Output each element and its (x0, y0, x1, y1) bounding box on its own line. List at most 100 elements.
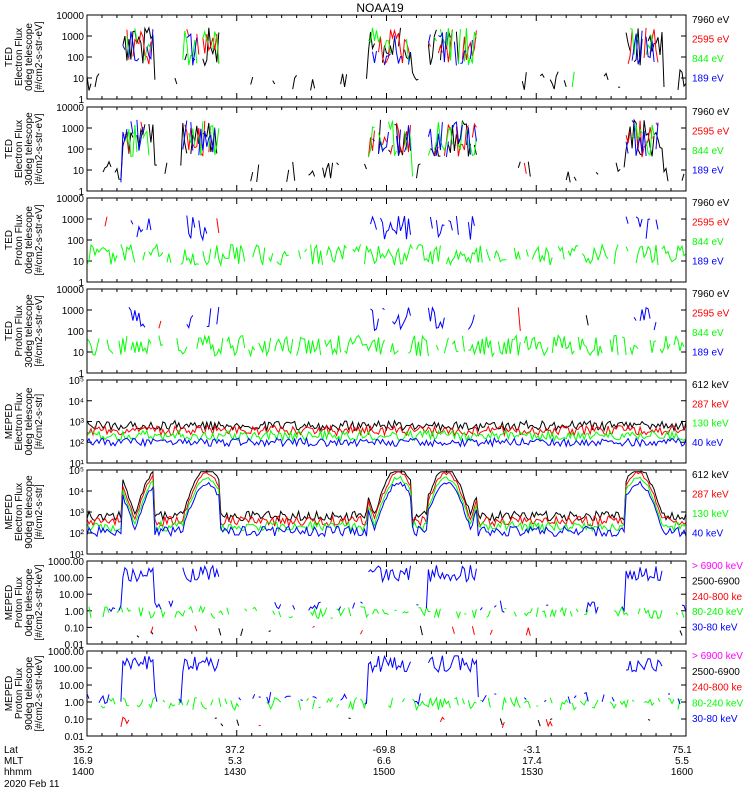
y-axis-label-line: Proton Flux (14, 305, 25, 356)
y-tick-label: 10³ (70, 508, 85, 519)
footer-label-hhmm: hhmm (4, 767, 32, 778)
y-axis-label-line: MEPED (4, 585, 15, 621)
legend-entry: > 6900 keV (692, 561, 743, 572)
y-axis-label: TEDProton Flux30deg telescope[#/cm2-s-st… (4, 294, 45, 368)
trace-30-80-kev (108, 564, 686, 615)
legend-entry: 30-80 keV (692, 623, 738, 634)
y-tick-label: 10⁵ (69, 466, 84, 477)
trace-80-240-kev (100, 695, 683, 712)
panel-4: 10000 1000 100 10 1 TEDProton Flux30deg teles… (4, 285, 730, 380)
trace-2595-ev (105, 216, 564, 233)
y-axis-label-line: TED (4, 321, 15, 341)
y-tick-label: 1000 (62, 306, 85, 317)
legend-entry: 7960 eV (692, 15, 730, 26)
trace-240-800-ke (151, 626, 674, 636)
legend-entry: 844 eV (692, 328, 724, 339)
y-tick-label: 10.00 (59, 681, 84, 692)
footer-label-mlt: MLT (4, 756, 23, 767)
legend-entry: 40 keV (692, 529, 723, 540)
trace-group (102, 118, 686, 183)
trace-40-kev (87, 480, 686, 538)
y-tick-label: 10⁴ (69, 487, 84, 498)
legend-entry: > 6900 keV (692, 651, 743, 662)
y-tick-label: 100 (67, 53, 84, 64)
legend-entry: 240-800 ke (692, 592, 742, 603)
footer-mlt-value: 17.4 (522, 756, 542, 767)
y-axis-label-line: [#/cm2-s-str-keV] (34, 564, 45, 640)
y-axis-label-line: MEPED (4, 404, 15, 440)
panel-frame (86, 197, 687, 283)
trace-40-kev (87, 436, 686, 448)
y-tick-label: 10 (73, 74, 85, 85)
y-tick-label: 10¹ (70, 459, 85, 470)
panel-3: 10000 1000 100 10 1 TEDProton Flux0deg telesc… (4, 194, 730, 289)
y-tick-label: 0.01 (65, 640, 85, 651)
trace-130-kev (87, 475, 686, 533)
footer-hhmm-value: 1530 (521, 767, 544, 778)
legend-entry: 80-240 keV (692, 607, 743, 618)
y-tick-label: 1000 (62, 215, 85, 226)
legend-entry: 287 keV (692, 399, 729, 410)
legend-entry: 130 keV (692, 509, 729, 520)
legend-entry: 189 eV (692, 348, 724, 359)
trace-80-240-kev (88, 605, 685, 620)
trace-130-kev (87, 429, 686, 443)
y-tick-label: 10² (70, 438, 85, 449)
y-tick-label: 10000 (56, 103, 84, 114)
y-axis-label-line: 30deg telescope (24, 112, 35, 186)
legend-entry: 2500-6900 (692, 667, 740, 678)
footer-mlt-value: 16.9 (73, 756, 93, 767)
y-axis-label-line: TED (4, 230, 15, 250)
trace-group (87, 216, 686, 268)
y-axis-label-line: 30deg telescope (24, 294, 35, 368)
trace-group (87, 306, 685, 358)
legend-entry: 844 eV (692, 146, 724, 157)
panel-frame (86, 560, 687, 645)
y-tick-label: 100.00 (53, 574, 84, 585)
y-tick-label: 100.00 (53, 664, 84, 675)
y-axis-label: MEPEDElectron Flux0deg telescope[#/cm2-s… (4, 387, 45, 455)
legend-entry: 7960 eV (692, 107, 730, 118)
footer-hhmm-value: 1400 (72, 767, 95, 778)
panel-frame (86, 106, 687, 192)
panel-frame (86, 288, 687, 374)
y-axis-label-line: 90deg telescope (24, 475, 35, 549)
y-tick-label: 0.10 (65, 623, 85, 634)
legend-entry: 2595 eV (692, 218, 730, 229)
trace-7960-ev (102, 118, 685, 183)
panel-frame (86, 14, 687, 100)
y-tick-label: 10⁵ (69, 376, 84, 387)
footer-hhmm-value: 1430 (224, 767, 247, 778)
footer-lat-value: -3.1 (523, 745, 541, 756)
y-axis-label-line: 0deg telescope (24, 23, 35, 91)
y-tick-label: 0.10 (65, 715, 85, 726)
y-axis-label-line: MEPED (4, 494, 15, 530)
legend-entry: 2595 eV (692, 35, 730, 46)
y-tick-label: 10000 (56, 194, 84, 205)
footer-lat-value: -69.8 (373, 745, 396, 756)
legend-entry: 240-800 ke (692, 683, 742, 694)
panel-7: 1000.00 100.00 10.00 1.00 0.10 0.01 MEPEDProto… (4, 557, 743, 651)
trace-group (87, 656, 684, 728)
y-tick-label: 10² (70, 529, 85, 540)
y-tick-label: 10⁴ (69, 397, 84, 408)
panel-frame (86, 650, 687, 737)
trace-189-ev (128, 306, 657, 332)
legend-entry: 130 keV (692, 419, 729, 430)
legend-entry: 2500-6900 (692, 576, 740, 587)
legend-entry: 30-80 keV (692, 714, 738, 725)
trace-240-800-ke (121, 717, 682, 728)
y-axis-label: MEPEDElectron Flux90deg telescope[#/cm2-… (4, 475, 45, 549)
legend-entry: 7960 eV (692, 198, 730, 209)
legend-entry: 844 eV (692, 54, 724, 65)
legend-entry: 189 eV (692, 257, 724, 268)
trace-group (88, 564, 686, 638)
y-tick-label: 1000.00 (48, 557, 85, 568)
legend-entry: 612 keV (692, 380, 729, 391)
y-axis-label-line: Proton Flux (14, 668, 25, 719)
legend-entry: 189 eV (692, 166, 724, 177)
footer-mlt-value: 5.5 (675, 756, 689, 767)
